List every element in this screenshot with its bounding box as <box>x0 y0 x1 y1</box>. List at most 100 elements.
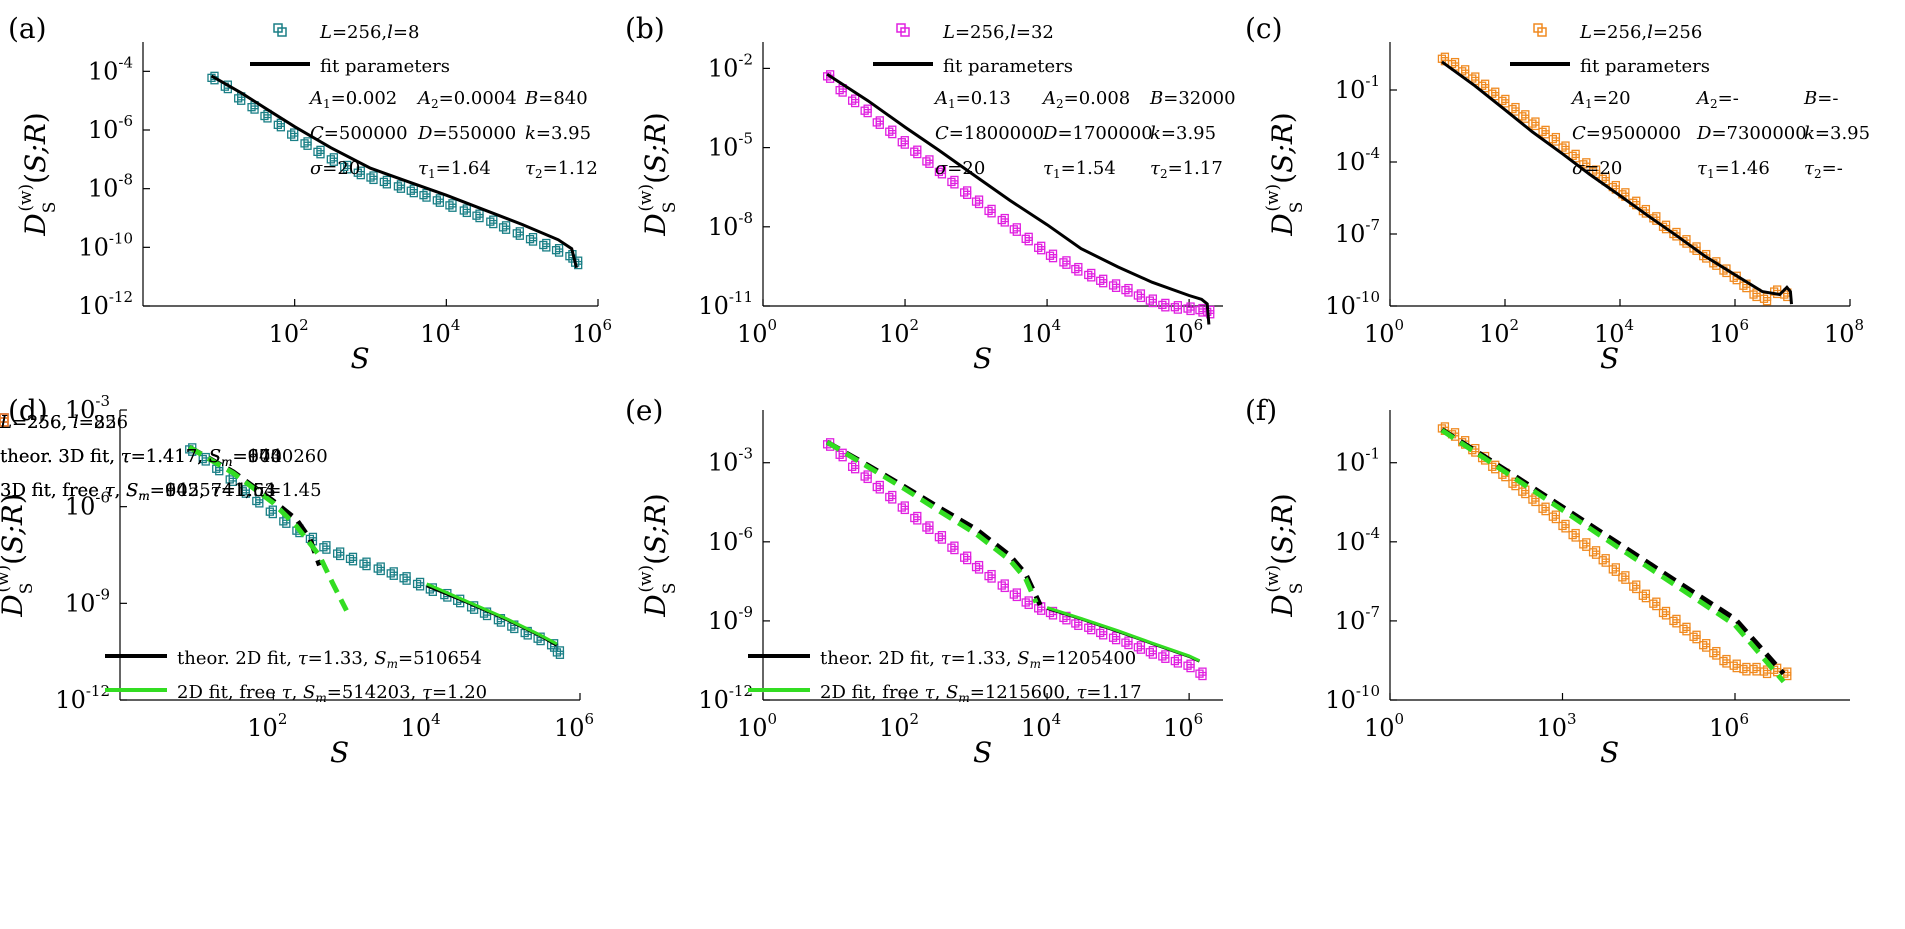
data-point <box>974 560 984 570</box>
data-point <box>1000 579 1009 588</box>
data-point <box>1601 554 1610 563</box>
data-point <box>1661 611 1671 620</box>
data-point <box>515 231 524 240</box>
data-point <box>1037 606 1046 615</box>
data-point <box>850 465 860 474</box>
fit-parameter: A2=0.0004 <box>416 88 517 111</box>
data-point <box>362 561 371 571</box>
fit-parameter: k=3.95 <box>525 123 591 144</box>
data-point <box>1672 614 1681 624</box>
y-tick-label: 10-6 <box>708 524 753 556</box>
data-point <box>925 521 934 530</box>
data-point <box>888 495 897 504</box>
data-point <box>913 516 922 525</box>
data-point <box>322 541 331 550</box>
data-point <box>362 557 371 566</box>
fit-parameter: A1=20 <box>1570 88 1631 111</box>
data-point <box>1783 671 1792 681</box>
data-point <box>875 485 884 494</box>
data-point <box>963 555 972 565</box>
data-point <box>555 646 565 655</box>
legend-label: fit parameters <box>943 56 1073 77</box>
data-point <box>1012 227 1021 236</box>
data-point <box>1561 145 1570 155</box>
x-tick-label: 106 <box>572 316 612 348</box>
data-point <box>863 474 872 484</box>
legend-label: theor. 3D fit, τ=1.417, Sm=104 <box>0 446 282 469</box>
data-point <box>937 165 947 175</box>
y-tick-label: 10-10 <box>1325 682 1380 714</box>
data-point <box>322 545 331 554</box>
fit-line <box>825 440 1039 604</box>
y-tick-label: 10-6 <box>88 112 133 144</box>
y-tick-label: 10-4 <box>1335 524 1380 556</box>
data-point <box>489 219 498 229</box>
y-tick-label: 10-12 <box>698 682 753 714</box>
y-tick-label: 10-3 <box>65 392 110 424</box>
data-point <box>1161 298 1170 308</box>
data-point <box>462 208 471 218</box>
data-point <box>863 470 872 479</box>
x-tick-label: 102 <box>1479 316 1519 348</box>
data-point <box>1000 218 1009 227</box>
data-point <box>1173 654 1183 664</box>
data-point <box>888 490 897 500</box>
data-point <box>1124 636 1133 645</box>
fit-line <box>1046 606 1201 663</box>
data-point <box>282 519 291 528</box>
data-point <box>1561 519 1570 529</box>
data-point <box>555 650 565 659</box>
data-point <box>1186 659 1195 668</box>
data-point <box>435 194 445 203</box>
panel-d: 102 104 106 10-3 10-6 10-9 10-12 (d) S DS(w)(S;R)… <box>0 392 594 769</box>
data-point <box>1601 172 1610 181</box>
y-axis-label: DS(w)(S;R) <box>0 493 37 618</box>
y-tick-label: 10-9 <box>708 603 753 635</box>
data-point <box>1712 646 1721 656</box>
data-point <box>1501 99 1510 108</box>
data-point <box>1702 643 1711 652</box>
data-point <box>1732 271 1741 280</box>
data-point <box>382 175 392 185</box>
data-point <box>501 225 511 234</box>
data-point <box>510 624 519 634</box>
y-tick-label: 10-10 <box>1325 288 1380 320</box>
data-point <box>900 505 909 515</box>
data-point <box>1148 298 1158 308</box>
data-point <box>496 618 506 627</box>
x-tick-label: 108 <box>1824 316 1864 348</box>
legend-label: theor. 2D fit, τ=1.33, Sm=1205400 <box>820 648 1136 671</box>
data-point <box>1571 154 1580 163</box>
data-point <box>925 159 934 168</box>
data-point <box>1652 601 1661 611</box>
legend-label: 2D fit, free τ, Sm=514203, τ=1.20 <box>177 682 487 705</box>
data-point <box>290 128 299 137</box>
data-point <box>528 237 538 246</box>
data-point <box>1173 305 1183 314</box>
data-point <box>501 221 511 230</box>
data-point <box>396 184 406 193</box>
data-point <box>343 165 352 174</box>
y-tick-label: 10-8 <box>708 209 753 241</box>
fit-line <box>187 445 349 612</box>
data-point <box>1531 121 1540 131</box>
y-tick-label: 10-8 <box>88 171 133 203</box>
data-point <box>1124 288 1133 297</box>
legend-marker <box>1537 27 1547 37</box>
data-point <box>1511 102 1520 112</box>
y-tick-label: 10-1 <box>1335 445 1380 477</box>
data-point <box>215 467 224 476</box>
data-point <box>1471 72 1480 81</box>
data-point <box>1048 611 1058 620</box>
x-tick-label: 103 <box>1536 710 1576 742</box>
fit-parameter: k=3.95 <box>1804 123 1870 144</box>
fit-parameter: τ2=1.12 <box>525 158 598 181</box>
data-point <box>838 453 847 462</box>
data-point <box>542 238 551 248</box>
data-point <box>838 448 847 457</box>
legend-label: theor. 2D fit, τ=1.33, Sm=510654 <box>177 648 482 671</box>
data-point <box>863 108 872 118</box>
data-point <box>356 170 365 180</box>
data-point <box>950 175 959 185</box>
data-point <box>489 215 498 224</box>
